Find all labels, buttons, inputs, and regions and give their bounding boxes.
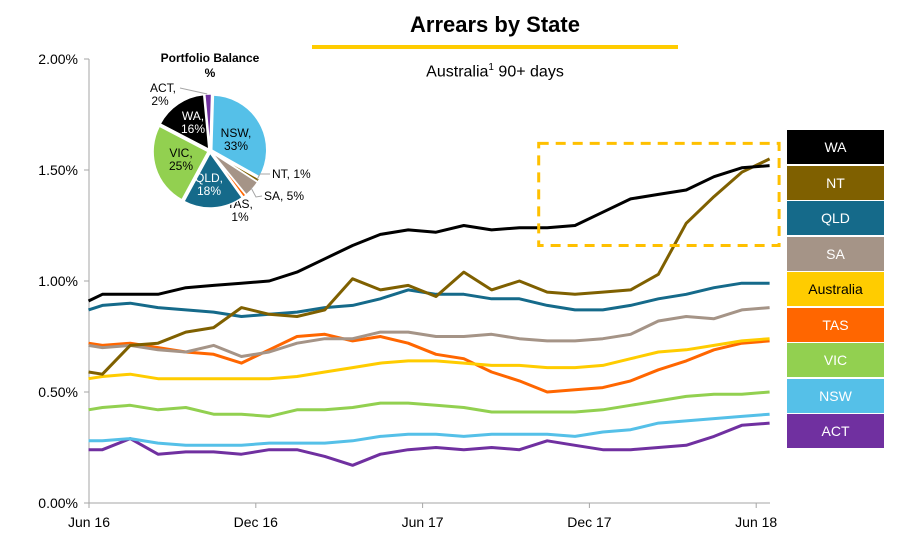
pie-label-wa: WA, 16% [181, 109, 205, 136]
subtitle-footnote: 1 [488, 62, 494, 73]
y-tick-label: 1.00% [38, 273, 78, 289]
pie-slice-vic [152, 125, 210, 201]
legend-item-vic: VIC [787, 343, 884, 377]
y-tick-label: 2.00% [38, 51, 78, 67]
pie-label-nt: NT, 1% [272, 167, 311, 181]
legend-label: NSW [819, 387, 852, 404]
y-tick-label: 1.50% [38, 162, 78, 178]
series-line-tas [88, 332, 770, 394]
series-line-act [88, 421, 770, 467]
pie-label-qld: QLD, 18% [195, 171, 223, 198]
legend-item-act: ACT [787, 414, 884, 448]
highlight-box-group [537, 141, 781, 247]
subtitle-text: Australia [426, 63, 489, 81]
pie-slice-nsw [210, 94, 268, 178]
y-tick-label: 0.50% [38, 384, 78, 400]
series-line-australia [88, 337, 770, 381]
chart-title: Arrears by State [410, 12, 580, 37]
x-tick-label: Dec 16 [234, 514, 279, 530]
pie-title: Portfolio Balance [161, 51, 260, 65]
title-underline [312, 45, 678, 49]
pie-slice-wa [159, 93, 210, 151]
pie-leader-sa [250, 187, 263, 198]
legend-label: TAS [822, 316, 849, 333]
legend-item-australia: Australia [787, 272, 884, 306]
series-line-nsw [88, 412, 770, 447]
x-tick-label: Jun 18 [735, 514, 777, 530]
pie-label-act: ACT, 2% [150, 81, 176, 108]
portfolio-pie: Portfolio Balance%NSW, 33%NT, 1%SA, 5%TAS… [150, 51, 311, 224]
legend-item-qld: QLD [787, 201, 884, 235]
y-tick-label: 0.00% [38, 495, 78, 511]
pie-label-nsw: NSW, 33% [221, 126, 252, 153]
series-line-wa [87, 164, 770, 303]
pie-label-sa: SA, 5% [264, 189, 304, 203]
pie-leader-nt [256, 173, 270, 180]
pie-slice-act [203, 93, 213, 150]
legend-label: VIC [823, 352, 848, 368]
pie-slice-qld [182, 151, 244, 209]
legend-item-nt: NT [787, 165, 884, 200]
legend-item-nsw: NSW [787, 378, 884, 413]
legend-label: QLD [821, 210, 850, 226]
highlight-box [537, 141, 781, 247]
pie-label-vic: VIC, 25% [169, 146, 193, 173]
pie-leader-act [179, 87, 208, 95]
legend: WA NT QLD SA Australia TAS VIC NSW ACT [787, 130, 884, 450]
series-lines [87, 157, 771, 467]
axes: 0.00% 0.50% 1.00% 1.50% 2.00% Jun 16 Dec 16 Jun… [38, 51, 777, 530]
legend-label: ACT [821, 423, 850, 439]
legend-label: SA [826, 245, 845, 262]
pie-slice-tas [210, 152, 248, 199]
legend-item-wa: WA [787, 130, 884, 164]
legend-label: Australia [808, 281, 863, 297]
legend-label: NT [826, 174, 845, 191]
x-tick-label: Jun 16 [68, 514, 110, 530]
x-tick-label: Dec 17 [567, 514, 612, 530]
pie-title-unit: % [205, 66, 216, 80]
chart-subtitle: Australia1 90+ days [312, 62, 678, 81]
x-tick-label: Jun 17 [402, 514, 444, 530]
subtitle-suffix: 90+ days [493, 63, 564, 81]
series-line-vic [88, 390, 770, 418]
legend-label: WA [824, 139, 847, 155]
legend-item-tas: TAS [787, 307, 884, 342]
series-line-sa [88, 306, 770, 358]
legend-item-sa: SA [787, 236, 884, 271]
series-line-nt [88, 157, 771, 376]
